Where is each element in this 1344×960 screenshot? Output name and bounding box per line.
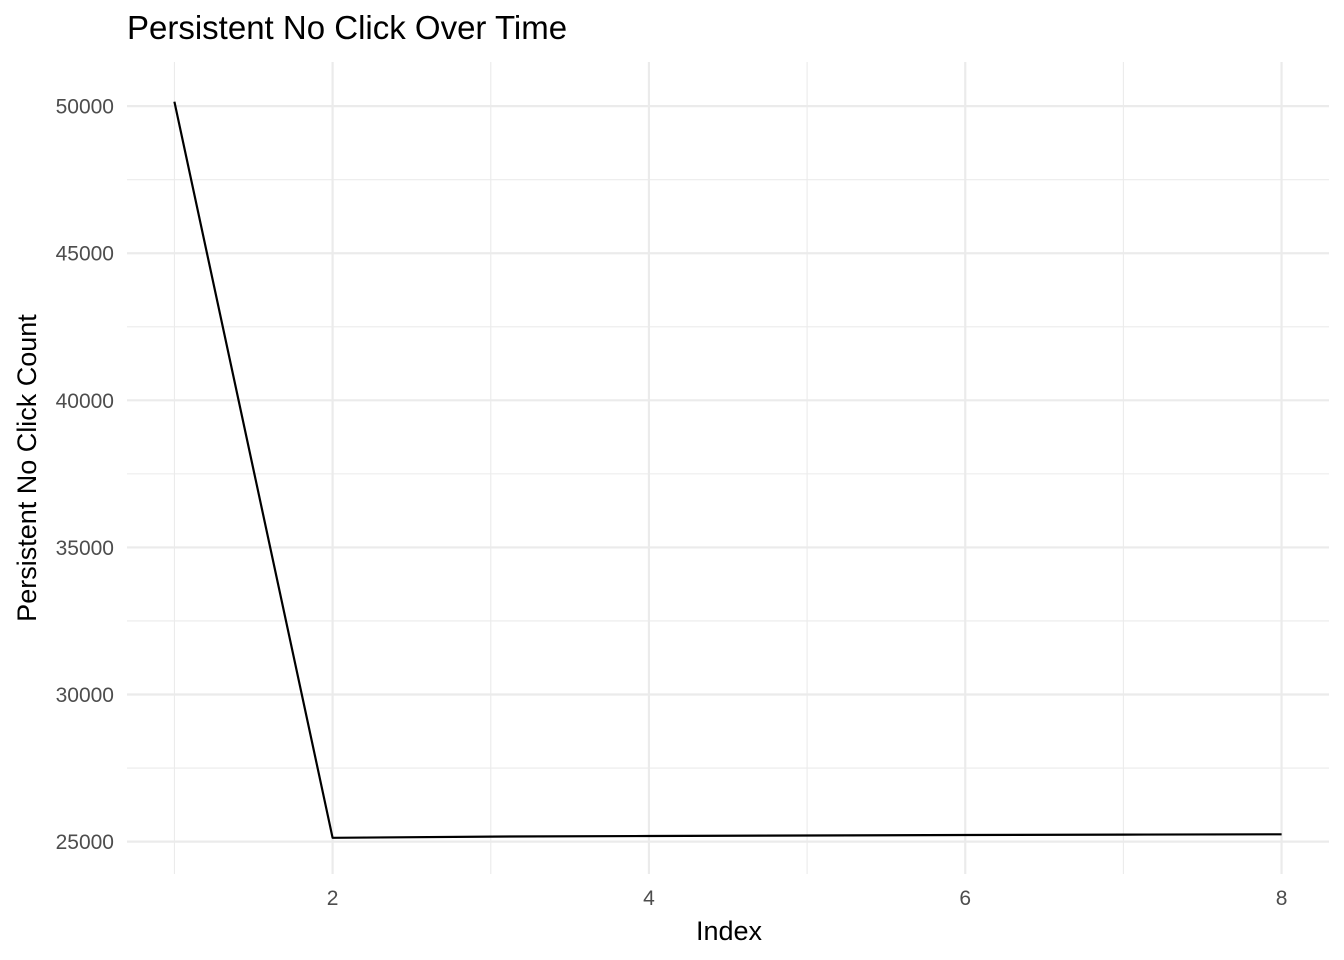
y-tick-label: 50000	[56, 96, 114, 119]
x-axis-title: Index	[696, 916, 763, 946]
y-tick-label: 35000	[56, 537, 114, 560]
series-lines	[173, 101, 1282, 839]
y-tick-label: 45000	[56, 243, 114, 266]
y-axis-tick-labels: 25000 30000 35000 40000 45000 50000	[56, 96, 114, 855]
major-gridlines	[127, 62, 1329, 874]
x-tick-label: 6	[959, 887, 971, 910]
y-tick-label: 25000	[56, 831, 114, 854]
y-tick-label: 40000	[56, 390, 114, 413]
series-line	[173, 101, 1282, 839]
x-axis-tick-labels: 2 4 6 8	[327, 887, 1288, 910]
x-tick-label: 4	[643, 887, 655, 910]
x-tick-label: 8	[1276, 887, 1288, 910]
y-axis-title: Persistent No Click Count	[12, 314, 42, 622]
y-tick-label: 30000	[56, 684, 114, 707]
x-tick-label: 2	[327, 887, 339, 910]
chart-title: Persistent No Click Over Time	[127, 9, 567, 46]
minor-gridlines	[127, 62, 1329, 874]
